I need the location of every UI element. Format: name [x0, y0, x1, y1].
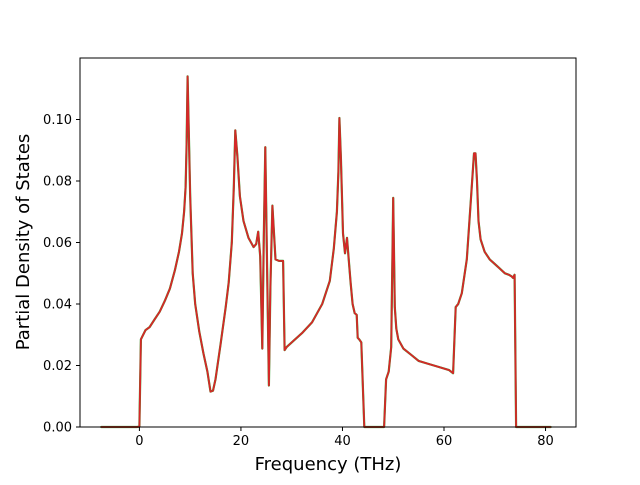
y-tick-label: 0.10: [43, 113, 72, 128]
y-tick-label: 0.02: [43, 359, 72, 374]
y-tick-label: 0.06: [43, 236, 72, 251]
y-tick-label: 0.04: [43, 298, 72, 313]
x-tick-label: 0: [135, 434, 143, 449]
series-line-0: [100, 75, 552, 428]
x-axis-label: Frequency (THz): [255, 454, 402, 475]
plot-area: [100, 75, 552, 429]
x-tick-label: 60: [436, 434, 453, 449]
x-tick-label: 80: [537, 434, 554, 449]
y-axis-label: Partial Density of States: [13, 134, 34, 351]
y-axis-ticks: 0.00 0.02 0.04 0.06 0.08 0.10: [43, 113, 80, 436]
x-tick-label: 20: [233, 434, 250, 449]
x-tick-label: 40: [334, 434, 351, 449]
x-axis-ticks: 0 20 40 60 80: [135, 427, 554, 449]
y-tick-label: 0.08: [43, 175, 72, 190]
y-tick-label: 0.00: [43, 421, 72, 436]
